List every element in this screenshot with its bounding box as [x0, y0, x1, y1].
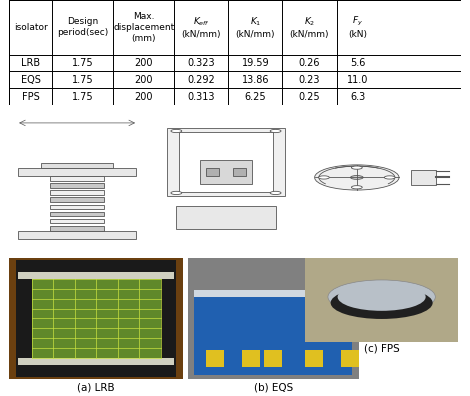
Bar: [41, 162, 113, 168]
Bar: [195, 290, 352, 297]
Bar: [50, 190, 104, 195]
Text: $K_1$
(kN/mm): $K_1$ (kN/mm): [235, 15, 275, 39]
Bar: [18, 168, 136, 176]
Bar: [50, 197, 104, 202]
Circle shape: [171, 129, 182, 133]
Bar: [50, 219, 104, 223]
Bar: [50, 226, 104, 230]
Text: 200: 200: [134, 91, 153, 101]
Circle shape: [314, 165, 399, 190]
Text: EQS: EQS: [21, 75, 41, 85]
Bar: [50, 204, 104, 209]
Bar: [200, 160, 252, 184]
Bar: [206, 350, 224, 367]
Circle shape: [337, 283, 426, 311]
Text: 1.75: 1.75: [72, 58, 94, 68]
Text: Max.
displacement
(mm): Max. displacement (mm): [113, 12, 174, 43]
Text: 0.25: 0.25: [298, 91, 320, 101]
Bar: [233, 168, 246, 176]
Bar: [305, 350, 323, 367]
Bar: [167, 128, 285, 196]
Text: (c) FPS: (c) FPS: [364, 344, 400, 354]
Text: 200: 200: [134, 75, 153, 85]
Text: 0.23: 0.23: [299, 75, 320, 85]
Text: isolator: isolator: [14, 23, 48, 32]
Bar: [176, 206, 275, 229]
Bar: [242, 350, 260, 367]
Text: (a) LRB: (a) LRB: [78, 383, 115, 392]
Circle shape: [352, 186, 362, 189]
Circle shape: [270, 191, 281, 194]
Text: 1.75: 1.75: [72, 75, 94, 85]
Bar: [411, 170, 436, 185]
Bar: [188, 258, 359, 379]
Text: FPS: FPS: [22, 91, 39, 101]
Circle shape: [330, 287, 433, 319]
Text: 6.25: 6.25: [244, 91, 266, 101]
Bar: [50, 176, 104, 181]
Bar: [18, 358, 174, 365]
Bar: [305, 258, 458, 342]
Circle shape: [384, 176, 395, 179]
Text: 6.3: 6.3: [350, 91, 366, 101]
Text: (b) EQS: (b) EQS: [254, 383, 293, 392]
Text: 13.86: 13.86: [242, 75, 269, 85]
Bar: [341, 350, 359, 367]
Text: $F_y$
(kN): $F_y$ (kN): [348, 15, 368, 39]
Bar: [32, 279, 161, 358]
Bar: [18, 272, 174, 279]
Text: LRB: LRB: [21, 58, 40, 68]
Text: Design
period(sec): Design period(sec): [57, 17, 109, 37]
Circle shape: [270, 129, 281, 133]
Circle shape: [351, 175, 363, 179]
Bar: [264, 350, 282, 367]
Bar: [179, 131, 274, 192]
Text: 200: 200: [134, 58, 153, 68]
Bar: [195, 290, 352, 375]
Bar: [18, 230, 136, 239]
Text: $K_{eff}$
(kN/mm): $K_{eff}$ (kN/mm): [181, 15, 221, 39]
Circle shape: [352, 166, 362, 169]
Bar: [50, 211, 104, 216]
Bar: [16, 260, 176, 377]
Circle shape: [319, 176, 329, 179]
Bar: [9, 258, 183, 379]
Circle shape: [328, 280, 435, 314]
Text: 19.59: 19.59: [242, 58, 269, 68]
Text: 1.75: 1.75: [72, 91, 94, 101]
Text: 0.323: 0.323: [188, 58, 215, 68]
Text: $K_2$
(kN/mm): $K_2$ (kN/mm): [290, 15, 329, 39]
Circle shape: [171, 191, 182, 194]
Circle shape: [349, 287, 414, 307]
Text: 0.26: 0.26: [299, 58, 320, 68]
Text: 0.313: 0.313: [188, 91, 215, 101]
Bar: [206, 168, 219, 176]
Text: 5.6: 5.6: [350, 58, 366, 68]
Text: 0.292: 0.292: [187, 75, 215, 85]
Bar: [50, 183, 104, 188]
Text: 11.0: 11.0: [347, 75, 368, 85]
